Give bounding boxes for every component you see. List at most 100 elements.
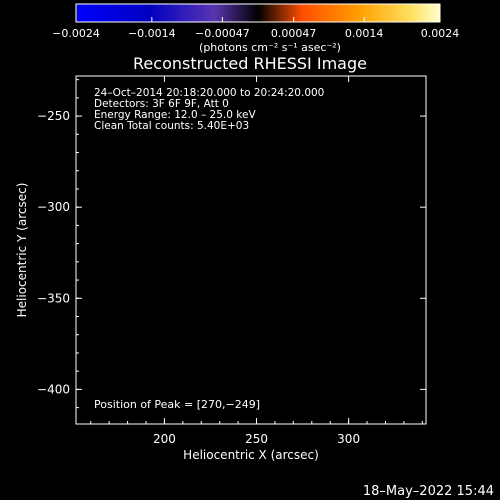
heatmap-cell [219,91,228,101]
heatmap-cell [155,257,164,267]
heatmap-cell [235,202,244,211]
heatmap-cell [266,321,276,330]
heatmap-cell [251,337,260,346]
heatmap-cell [227,99,236,109]
heatmap-cell [394,392,403,401]
heatmap-cell [131,329,141,338]
heatmap-cell [394,178,403,188]
heatmap-cell [163,392,172,401]
heatmap-cell [274,368,284,377]
heatmap-cell [99,131,109,140]
heatmap-cell [354,123,363,132]
heatmap-cell [235,384,244,393]
heatmap-cell [314,76,323,85]
heatmap-cell [266,297,276,306]
heatmap-cell [195,155,204,164]
heatmap-cell [219,416,228,425]
heatmap-cell [155,297,164,306]
heatmap-cell [322,408,331,417]
heatmap-cell [203,376,212,385]
heatmap-cell [378,344,387,354]
heatmap-cell [298,210,308,219]
heatmap-cell [251,392,260,401]
heatmap-cell [187,178,196,188]
heatmap-cell [258,329,268,338]
heatmap-cell [290,131,300,140]
peak-position-label: Position of Peak = [270,−249] [94,398,260,411]
heatmap-cell [251,368,260,377]
heatmap-cell [171,337,180,346]
heatmap-cell [235,265,244,275]
heatmap-cell [123,234,133,243]
heatmap-cell [402,265,411,275]
heatmap-cell [195,408,204,417]
heatmap-cell [76,91,85,101]
heatmap-cell [139,305,148,314]
heatmap-cell [298,123,308,132]
heatmap-cell [179,408,188,417]
heatmap-cell [386,218,395,227]
heatmap-cell [99,202,109,211]
heatmap-cell [91,178,101,188]
heatmap-cell [394,416,403,425]
heatmap-cell [258,384,268,393]
heatmap-cell [91,210,101,219]
heatmap-cell [83,99,93,109]
heatmap-cell [282,376,292,385]
heatmap-cell [346,234,355,243]
heatmap-cell [274,329,284,338]
heatmap-cell [354,83,363,93]
heatmap-cell [107,202,117,211]
heatmap-cell [330,360,339,370]
heatmap-cell [147,305,156,314]
heatmap-cell [211,131,220,140]
heatmap-cell [322,392,331,401]
heatmap-cell [370,321,379,330]
heatmap-cell [282,360,292,370]
heatmap-cell [243,376,252,385]
heatmap-cell [219,186,228,196]
heatmap-cell [290,234,300,243]
heatmap-cell [243,368,252,377]
heatmap-cell [306,250,316,259]
heatmap-cell [76,155,85,164]
heatmap-cell [306,368,316,377]
heatmap-cell [227,178,236,188]
heatmap-cell [418,360,427,370]
heatmap-cell [274,194,284,203]
heatmap-cell [282,226,292,235]
heatmap-cell [99,139,109,148]
heatmap-cell [243,139,252,148]
heatmap-cell [123,218,133,227]
heatmap-cell [179,250,188,259]
heatmap-cell [338,360,347,370]
heatmap-cell [402,257,411,267]
heatmap-cell [282,242,292,251]
heatmap-cell [370,76,379,85]
heatmap-cell [266,226,276,235]
heatmap-cell [251,400,260,409]
heatmap-cell [155,313,164,322]
heatmap-cell [203,123,212,132]
heatmap-cell [394,99,403,109]
heatmap-cell [123,155,133,164]
heatmap-cell [251,202,260,211]
heatmap-cell [227,360,236,370]
heatmap-cell [139,368,148,377]
heatmap-cell [354,400,363,409]
heatmap-cell [219,250,228,259]
heatmap-cell [346,210,355,219]
heatmap-cell [418,352,427,362]
heatmap-cell [290,218,300,227]
heatmap-cell [251,163,260,172]
heatmap-cell [251,352,260,362]
heatmap-cell [107,352,117,362]
heatmap-cell [362,376,371,385]
heatmap-cell [266,265,276,275]
heatmap-cell [338,91,347,101]
heatmap-cell [386,313,395,322]
heatmap-cell [410,416,419,425]
heatmap-cell [410,321,419,330]
heatmap-cell [251,147,260,156]
heatmap-cell [107,123,117,132]
